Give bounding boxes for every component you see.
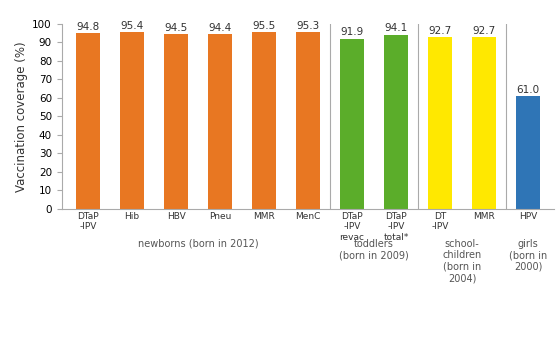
Text: 94.8: 94.8 — [76, 22, 100, 32]
Text: 95.5: 95.5 — [253, 21, 276, 31]
Text: 92.7: 92.7 — [473, 26, 496, 36]
Bar — [76, 33, 100, 209]
Bar — [120, 32, 144, 209]
Text: girls
(born in
2000): girls (born in 2000) — [509, 239, 547, 272]
Text: newborns (born in 2012): newborns (born in 2012) — [138, 239, 258, 249]
Text: 91.9: 91.9 — [340, 28, 363, 37]
Bar — [208, 34, 232, 209]
Text: 94.1: 94.1 — [384, 23, 408, 33]
Bar — [252, 32, 276, 209]
Bar — [428, 37, 452, 209]
Text: 94.4: 94.4 — [208, 23, 232, 33]
Bar — [516, 96, 540, 209]
Text: school-
children
(born in
2004): school- children (born in 2004) — [442, 239, 482, 283]
Bar — [164, 34, 188, 209]
Bar — [340, 39, 364, 209]
Text: toddlers
(born in 2009): toddlers (born in 2009) — [339, 239, 409, 260]
Bar — [296, 32, 320, 209]
Y-axis label: Vaccination coverage (%): Vaccination coverage (%) — [15, 41, 28, 191]
Text: 95.4: 95.4 — [120, 21, 143, 31]
Text: 92.7: 92.7 — [428, 26, 451, 36]
Bar — [384, 34, 408, 209]
Bar — [472, 37, 496, 209]
Text: 61.0: 61.0 — [516, 85, 540, 95]
Text: 95.3: 95.3 — [296, 21, 320, 31]
Text: 94.5: 94.5 — [165, 23, 188, 33]
